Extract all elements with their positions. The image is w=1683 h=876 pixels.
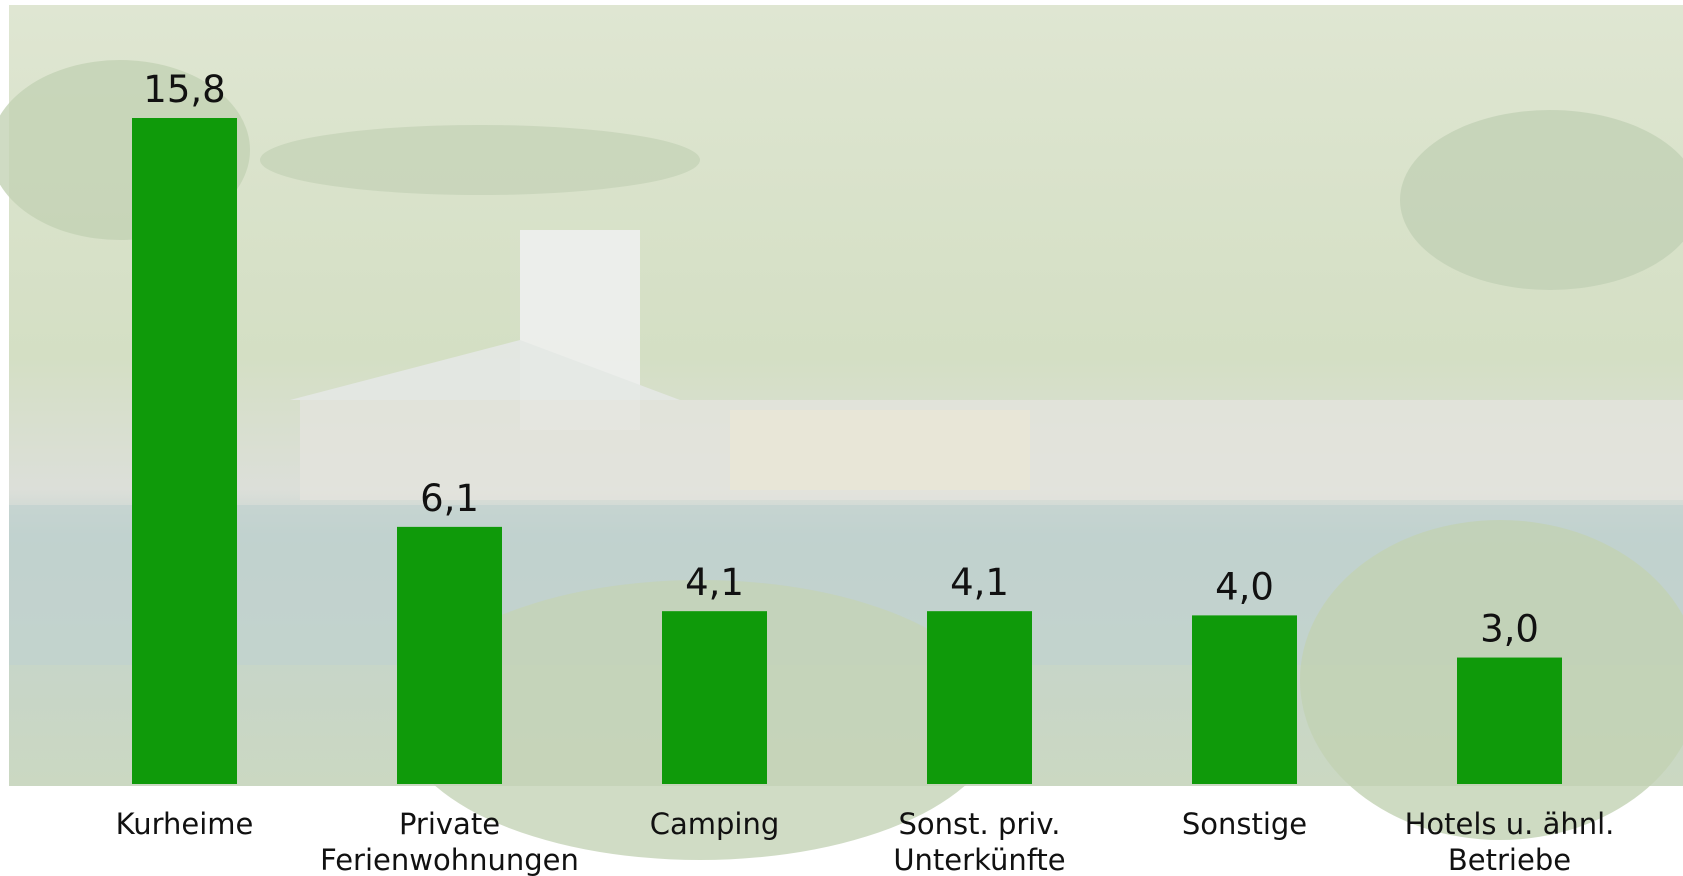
x-tick-label: Hotels u. ähnl. Betriebe [1404, 807, 1615, 876]
value-label: 4,1 [685, 561, 744, 604]
bar [132, 118, 237, 784]
value-label: 6,1 [420, 477, 479, 520]
value-label: 15,8 [143, 68, 225, 111]
x-tick-label: Private Ferienwohnungen [320, 807, 579, 876]
bar [1457, 657, 1562, 784]
bar [927, 611, 1032, 784]
value-label: 4,0 [1215, 565, 1274, 608]
bar [662, 611, 767, 784]
bar [1192, 615, 1297, 784]
x-tick-label: Sonst. priv. Unterkünfte [893, 807, 1066, 876]
x-tick-label: Sonstige [1181, 807, 1308, 841]
bar [397, 526, 502, 784]
background-photo [0, 5, 1683, 860]
x-tick-label: Kurheime [115, 807, 254, 841]
x-tick-label: Camping [649, 807, 780, 841]
value-label: 3,0 [1480, 608, 1539, 651]
value-label: 4,1 [950, 561, 1009, 604]
